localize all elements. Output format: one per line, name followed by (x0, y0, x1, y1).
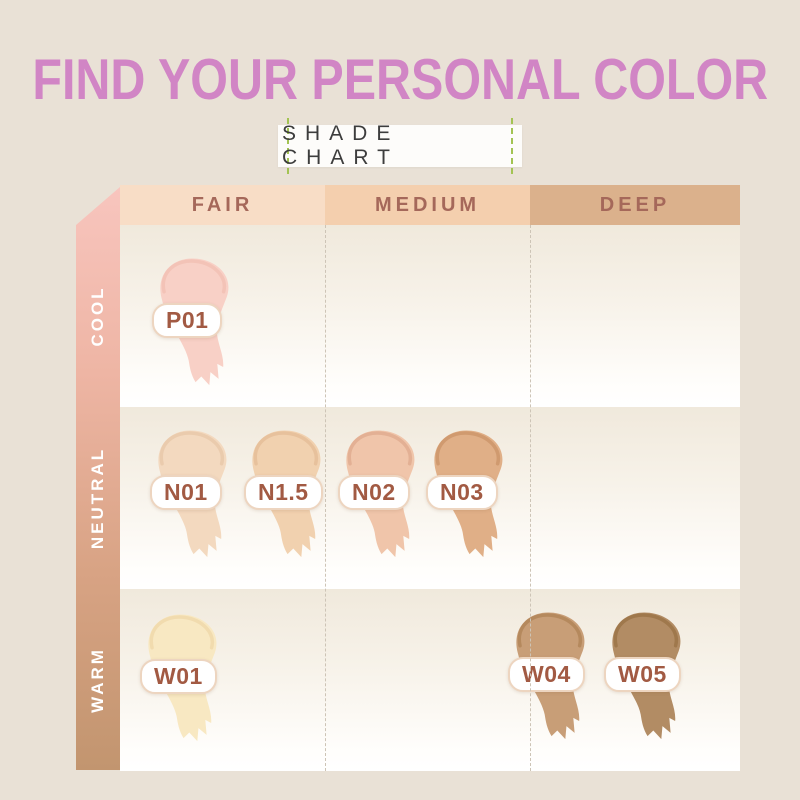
column-header-fair: FAIR (120, 185, 325, 225)
row-label-neutral: NEUTRAL (88, 446, 107, 550)
swatch-w01: W01 (136, 607, 232, 759)
dashed-line-left (287, 118, 289, 174)
page-title: FIND YOUR PERSONAL COLOR (0, 0, 800, 112)
grid-body: FAIR MEDIUM DEEP P01 (120, 185, 740, 771)
row-label-cool: COOL (88, 285, 107, 347)
shade-label-w04: W04 (508, 657, 585, 692)
row-cool: P01 (120, 225, 740, 407)
swatch-n1-5: N1.5 (240, 423, 336, 575)
row-neutral: N01 N1.5 N02 (120, 407, 740, 589)
shade-label-w01: W01 (140, 659, 217, 694)
swatch-n01: N01 (146, 423, 242, 575)
badge-label: SHADE CHART (282, 122, 400, 169)
shade-label-n01: N01 (150, 475, 222, 510)
column-header-medium: MEDIUM (325, 185, 530, 225)
page-title-text: FIND YOUR PERSONAL COLOR (32, 47, 768, 112)
column-divider-fair-medium (325, 225, 326, 771)
swatch-w04: W04 (504, 605, 600, 757)
swatch-p01: P01 (148, 251, 244, 403)
shade-label-p01: P01 (152, 303, 223, 338)
shade-label-n1-5: N1.5 (244, 475, 323, 510)
dashed-line-right (511, 118, 513, 174)
swatch-n03: N03 (422, 423, 518, 575)
swatch-w05: W05 (600, 605, 696, 757)
swatch-n02: N02 (334, 423, 430, 575)
depth-header-row: FAIR MEDIUM DEEP (120, 185, 740, 225)
shade-label-w05: W05 (604, 657, 681, 692)
tone-sidebar: COOL NEUTRAL WARM (76, 187, 120, 770)
shade-label-n03: N03 (426, 475, 498, 510)
column-header-deep: DEEP (530, 185, 740, 225)
shade-grid: COOL NEUTRAL WARM FAIR MEDIUM DEEP P01 (76, 185, 740, 771)
row-label-warm: WARM (88, 647, 107, 713)
grid-rows: P01 N01 (120, 225, 740, 771)
row-warm: W01 W04 W05 (120, 589, 740, 771)
shade-chart-poster: FIND YOUR PERSONAL COLOR SHADE CHART COO… (0, 0, 800, 771)
shade-chart-badge: SHADE CHART (278, 118, 522, 174)
column-divider-medium-deep (530, 225, 531, 771)
shade-label-n02: N02 (338, 475, 410, 510)
